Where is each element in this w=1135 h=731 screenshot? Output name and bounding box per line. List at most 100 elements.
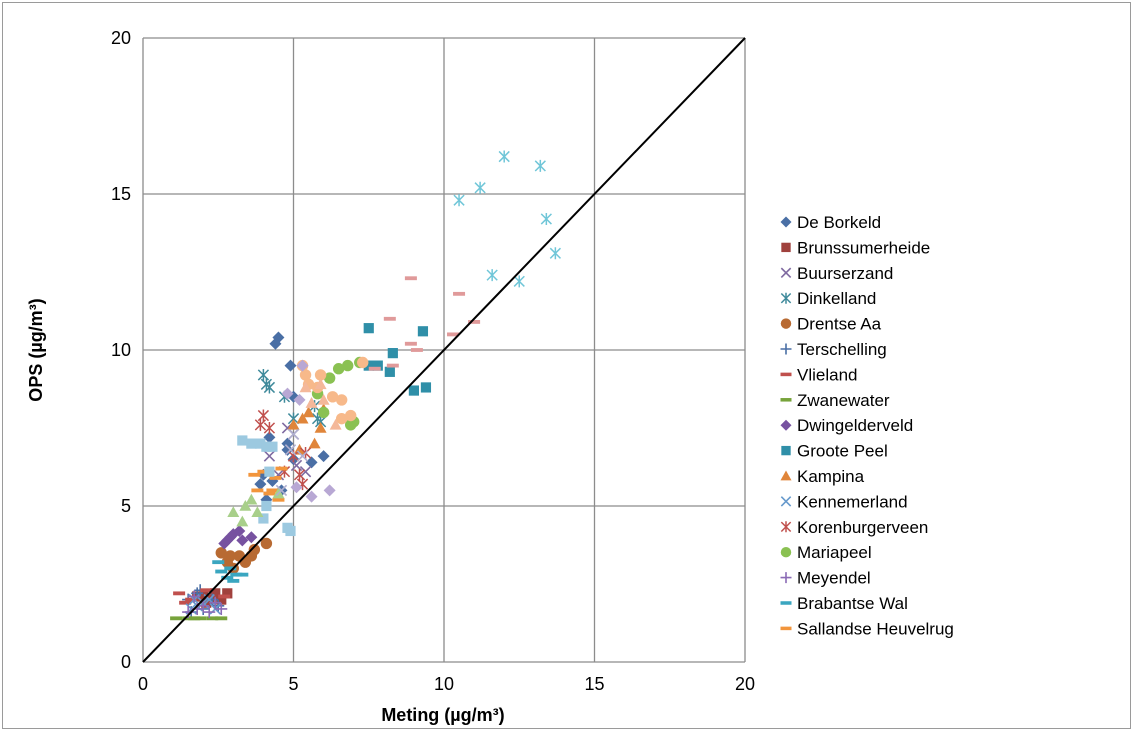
legend-label: Mariapeel (797, 543, 872, 562)
data-point (245, 493, 258, 505)
data-point (248, 543, 261, 556)
data-point (513, 275, 525, 288)
data-point (275, 484, 288, 497)
data-point (296, 359, 309, 372)
legend-marker (781, 445, 791, 456)
data-point (293, 393, 306, 406)
data-point (326, 391, 339, 403)
data-point (218, 594, 231, 599)
series-group (299, 378, 342, 430)
data-point (357, 356, 369, 369)
data-point (210, 588, 221, 599)
y-tick-label: 15 (111, 184, 131, 204)
series-group (170, 616, 228, 621)
data-point (212, 560, 225, 565)
legend-item: Sallandse Heuvelrug (780, 619, 954, 638)
data-point (221, 575, 234, 580)
data-point (474, 181, 486, 194)
legend-item: Kampina (780, 467, 865, 486)
data-point (486, 269, 498, 282)
legend-marker (780, 496, 792, 507)
data-point (224, 566, 237, 571)
legend-label: Sallandse Heuvelrug (797, 619, 954, 638)
x-tick-label: 0 (138, 674, 148, 694)
data-point (269, 337, 282, 350)
data-point (302, 406, 315, 418)
data-point (224, 550, 236, 562)
data-point (323, 484, 336, 497)
data-point (239, 500, 252, 511)
data-point (209, 596, 222, 609)
data-point (299, 466, 312, 478)
data-point (251, 488, 264, 493)
data-point (549, 247, 562, 260)
data-point (404, 276, 417, 281)
legend-item: Drentse Aa (780, 315, 882, 334)
data-point (248, 472, 261, 477)
gridlines (142, 37, 746, 663)
data-point (255, 438, 266, 449)
data-point (314, 422, 327, 433)
data-point (246, 438, 257, 449)
data-point (230, 572, 243, 577)
data-point (332, 363, 345, 375)
data-point (215, 602, 228, 615)
data-point (314, 369, 327, 381)
legend-label: Drentse Aa (797, 315, 882, 334)
data-point (335, 394, 348, 406)
legend-marker (780, 470, 792, 481)
data-point (185, 597, 198, 602)
data-point (257, 469, 270, 474)
legend-label: Kennemerland (797, 492, 908, 511)
data-point (263, 491, 276, 496)
legend-item: Buurserzand (780, 264, 893, 283)
legend-marker (780, 398, 792, 402)
series-group (215, 537, 273, 575)
legend-label: Korenburgerveen (797, 518, 928, 537)
data-point (182, 616, 195, 621)
data-point (308, 437, 321, 449)
data-point (179, 600, 192, 605)
legend-label: Brabantse Wal (797, 594, 908, 613)
reference-line (142, 37, 746, 663)
data-point (417, 326, 429, 337)
legend-item: Vlieland (780, 365, 858, 384)
legend-marker (780, 572, 792, 584)
data-point (269, 476, 282, 480)
data-point (344, 409, 357, 422)
data-point (540, 212, 552, 225)
legend-marker (780, 419, 792, 431)
data-point (363, 360, 374, 371)
data-point (468, 320, 481, 324)
legend: De Borkeld Brunssumerheide Buurserzand Dink… (780, 213, 954, 638)
data-point (329, 418, 342, 430)
series-group (254, 409, 312, 491)
legend-marker (780, 546, 792, 558)
data-point (215, 547, 227, 559)
data-point (261, 500, 272, 512)
legend-item: Mariapeel (780, 543, 872, 562)
series-group (248, 466, 288, 502)
data-point (290, 481, 303, 494)
legend-marker (780, 372, 792, 377)
data-point (198, 591, 209, 602)
x-axis-title: Meting (µg/m³) (381, 705, 504, 725)
series-group (453, 150, 562, 288)
data-point (194, 616, 207, 621)
data-point (272, 497, 285, 502)
data-point (387, 348, 398, 359)
data-point (299, 369, 312, 381)
series-group (368, 276, 481, 371)
data-point (245, 531, 258, 544)
legend-label: Buurserzand (797, 264, 893, 283)
data-point (197, 599, 210, 612)
x-tick-label: 15 (584, 674, 604, 694)
series-group (363, 323, 432, 396)
data-point (305, 456, 318, 469)
data-point (384, 366, 395, 377)
data-point (317, 450, 330, 463)
data-point (257, 409, 270, 422)
data-point (236, 572, 249, 577)
legend-marker (780, 318, 792, 329)
data-point (281, 387, 294, 400)
